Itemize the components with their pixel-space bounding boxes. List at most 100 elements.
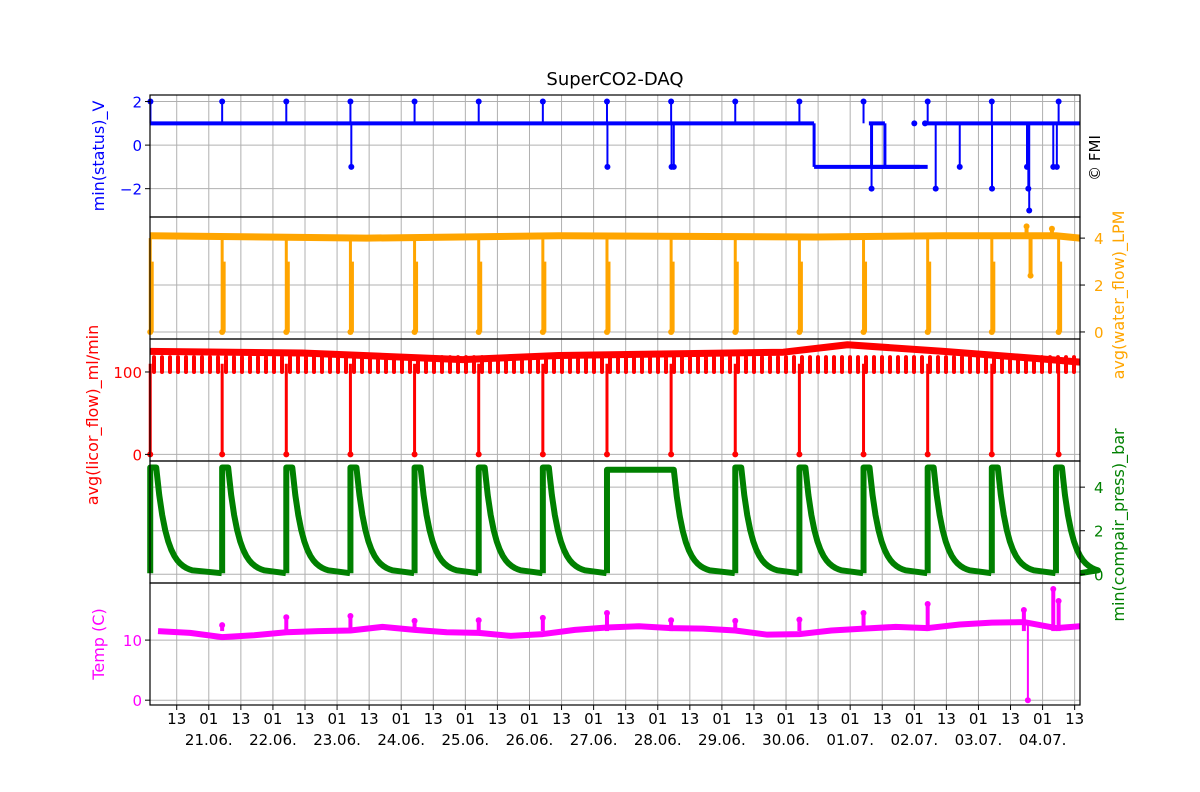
x-tick-label-hour: 13	[231, 710, 250, 728]
compair-cycle	[732, 464, 800, 577]
x-axis: 13 01 13 01 13 01 13 01 13 01 13 01 13 01 13 01 13 01 13 01…	[167, 705, 1084, 749]
licor_flow-dip-point	[988, 451, 995, 458]
temperature-spike-point	[475, 617, 482, 624]
x-tick-label-date: 26.06.	[506, 731, 554, 749]
licor_flow-dip-point	[219, 451, 226, 458]
panel-compair_press: 0 2 4 min(compair_press)_bar	[147, 428, 1129, 622]
status-event-point	[860, 98, 867, 105]
x-tick-label-hour: 01	[776, 710, 795, 728]
status-event-point	[1053, 163, 1060, 170]
x-tick-label-hour: 01	[520, 710, 539, 728]
status-event-point	[411, 98, 418, 105]
compair-cycle	[860, 464, 928, 577]
y-tick-label: −2	[120, 181, 142, 199]
x-tick-label-hour: 01	[392, 710, 411, 728]
x-tick-label-date: 03.07.	[955, 731, 1003, 749]
y-axis-label: min(status)_V	[89, 101, 109, 212]
x-tick-label-date: 24.06.	[377, 731, 425, 749]
chart-title: SuperCO2-DAQ	[546, 69, 683, 90]
chart-panels: 2 0 −2 min(status)_V 0 2 4 avg(water_flow)_LPM 1…	[83, 94, 1129, 711]
x-tick-label-date: 29.06.	[698, 731, 746, 749]
panel-temperature: 10 0 Temp (C)	[89, 582, 1081, 710]
licor_flow-dip-point	[924, 451, 931, 458]
temperature-spike-point	[1055, 598, 1062, 605]
licor_flow-dip-point	[603, 451, 610, 458]
x-tick-label-hour: 13	[873, 710, 892, 728]
licor_flow-dip-point	[1055, 451, 1062, 458]
status-event-point	[988, 98, 995, 105]
y-tick-label: 100	[113, 364, 142, 382]
y-tick-label: 4	[1094, 479, 1104, 497]
y-axis-label: min(compair_press)_bar	[1109, 428, 1129, 622]
x-tick-label-hour: 13	[360, 710, 379, 728]
x-tick-label-hour: 01	[648, 710, 667, 728]
licor_flow-dip-point	[860, 451, 867, 458]
compair-cycle	[283, 464, 351, 577]
compair-cycle	[147, 464, 223, 577]
status-event-point	[1055, 98, 1062, 105]
licor_flow-dip-point	[411, 451, 418, 458]
temperature-spike-point	[860, 610, 867, 617]
x-tick-label-hour: 13	[552, 710, 571, 728]
status-event-point	[668, 98, 675, 105]
compair-cycle	[988, 464, 1056, 577]
x-tick-label-hour: 01	[969, 710, 988, 728]
status-event-point	[868, 185, 875, 192]
status-event-point	[475, 98, 482, 105]
licor_flow-baseline	[149, 341, 1081, 366]
compair-cycle	[1052, 464, 1101, 577]
temperature-spike-point	[219, 622, 226, 629]
x-tick-label-hour: 13	[424, 710, 443, 728]
compair-cycle	[796, 464, 864, 577]
temperature-dip-point	[1024, 697, 1031, 704]
water-flow-spike-point	[1048, 225, 1055, 232]
y-tick-label: 0	[132, 692, 142, 710]
temperature-spike-point	[283, 614, 290, 621]
x-tick-label-hour: 13	[488, 710, 507, 728]
x-tick-label-hour: 01	[328, 710, 347, 728]
y-axis-label: Temp (C)	[89, 608, 108, 680]
x-tick-label-date: 01.07.	[826, 731, 874, 749]
y-axis-label: avg(licor_flow)_ml/min	[83, 325, 103, 506]
x-tick-label-hour: 01	[1033, 710, 1052, 728]
watermark-text: © FMI	[1086, 135, 1104, 181]
licor_flow-dip-point	[283, 451, 290, 458]
temperature-spike-point	[603, 610, 610, 617]
x-tick-label-hour: 01	[584, 710, 603, 728]
x-tick-label-hour: 01	[456, 710, 475, 728]
status-event-point	[989, 185, 996, 192]
status-event-point	[732, 98, 739, 105]
water-flow-spike-point	[1027, 272, 1034, 279]
y-tick-label: 2	[132, 94, 142, 112]
status-event-point	[603, 98, 610, 105]
x-tick-label-date: 30.06.	[762, 731, 810, 749]
temperature-line	[157, 619, 1081, 641]
water-flow-spike-point	[1023, 223, 1030, 230]
status-event-point	[539, 98, 546, 105]
x-tick-label-hour: 13	[1001, 710, 1020, 728]
x-tick-label-date: 02.07.	[890, 731, 938, 749]
licor_flow-dip-point	[475, 451, 482, 458]
x-tick-label-hour: 13	[167, 710, 186, 728]
status-event-point	[670, 163, 677, 170]
licor_flow-dip-point	[796, 451, 803, 458]
x-tick-label-date: 23.06.	[313, 731, 361, 749]
x-tick-label-date: 21.06.	[185, 731, 233, 749]
x-tick-label-hour: 01	[841, 710, 860, 728]
status-event-point	[348, 163, 355, 170]
temperature-spike-point	[347, 613, 354, 620]
compair-cycle	[539, 464, 607, 577]
y-tick-label: 0	[1094, 566, 1104, 584]
status-event-point	[1026, 207, 1033, 214]
x-tick-label-hour: 13	[616, 710, 635, 728]
temperature-spike-point	[411, 617, 418, 624]
licor_flow-dip-point	[732, 451, 739, 458]
x-tick-label-date: 04.07.	[1019, 731, 1067, 749]
temperature-spike-point	[796, 616, 803, 623]
y-tick-label: 2	[1094, 523, 1104, 541]
status-event-point	[219, 98, 226, 105]
y-tick-label: 0	[132, 446, 142, 464]
y-tick-label: 0	[132, 137, 142, 155]
